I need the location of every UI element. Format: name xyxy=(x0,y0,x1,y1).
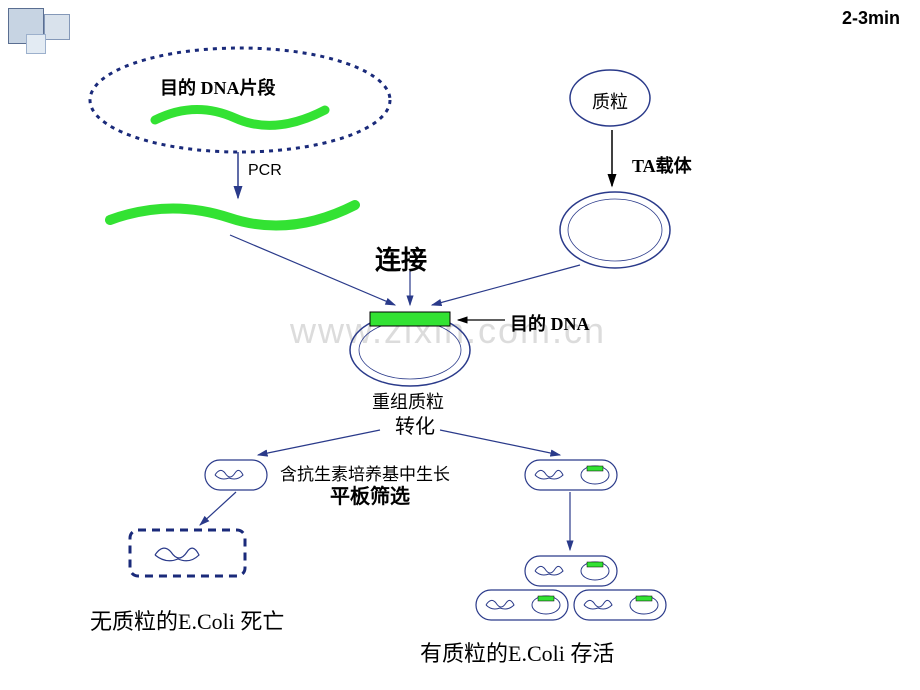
recomb-oval-inner xyxy=(359,321,461,379)
plate-label: 平板筛选 xyxy=(330,480,410,509)
plasmid-oval-2 xyxy=(560,192,670,268)
cell-right-insert xyxy=(587,466,603,471)
transform-label: 转化 xyxy=(395,410,435,439)
arrow-left-down xyxy=(200,492,236,525)
cell-left-scribble xyxy=(215,470,243,479)
cell-right-scribble xyxy=(535,470,563,479)
target-dna-label: 目的 DNA xyxy=(510,310,590,336)
no-plasmid-label: 无质粒的E.Coli 死亡 xyxy=(90,604,284,636)
ligation-label: 连接 xyxy=(375,240,427,277)
dna-insert-rect xyxy=(370,312,450,326)
dna-wave-2 xyxy=(110,205,355,226)
target-frag-label: 目的 DNA片段 xyxy=(160,74,276,100)
dead-cell-scribble xyxy=(155,548,199,561)
dotted-ellipse xyxy=(90,48,390,152)
cell-right xyxy=(525,460,617,490)
plasmid-label: 质粒 xyxy=(592,88,628,114)
line-converge-left xyxy=(230,235,395,305)
dead-cell-rect xyxy=(130,530,245,576)
dna-wave-1 xyxy=(155,109,325,125)
pcr-label: PCR xyxy=(248,162,282,180)
arrow-transform-right xyxy=(440,430,560,455)
cell-left xyxy=(205,460,267,490)
ta-label: TA载体 xyxy=(632,152,692,178)
survive-group xyxy=(476,556,666,620)
plasmid-oval-2-inner xyxy=(568,199,662,261)
line-converge-right xyxy=(432,265,580,305)
arrow-transform-left xyxy=(258,430,380,455)
cloning-diagram xyxy=(0,0,920,690)
with-plasmid-label: 有质粒的E.Coli 存活 xyxy=(420,636,614,668)
